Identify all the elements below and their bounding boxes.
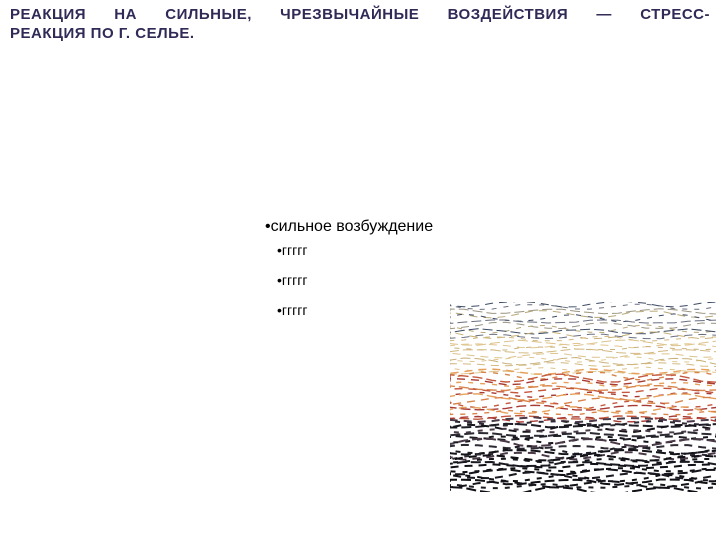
abstract-lines-art — [450, 302, 716, 492]
bullet-main: •сильное возбуждение — [265, 218, 433, 236]
slide-title: РЕАКЦИЯ НА СИЛЬНЫЕ, ЧРЕЗВЫЧАЙНЫЕ ВОЗДЕЙС… — [10, 6, 710, 44]
bullet-sub-1: •ггггг — [277, 242, 433, 258]
slide: РЕАКЦИЯ НА СИЛЬНЫЕ, ЧРЕЗВЫЧАЙНЫЕ ВОЗДЕЙС… — [0, 0, 720, 540]
bullet-main-text: сильное возбуждение — [271, 218, 433, 235]
bullet-sub-2: •ггггг — [277, 272, 433, 288]
title-line-2: РЕАКЦИЯ ПО Г. СЕЛЬЕ. — [10, 25, 710, 44]
art-svg — [450, 302, 716, 492]
bullet-sub-1-text: ггггг — [282, 242, 308, 258]
bullet-sub-3: •ггггг — [277, 302, 433, 318]
bullet-sub-3-text: ггггг — [282, 302, 308, 318]
bullet-list: •сильное возбуждение •ггггг •ггггг •гггг… — [265, 218, 433, 332]
bullet-sub-2-text: ггггг — [282, 272, 308, 288]
title-line-1: РЕАКЦИЯ НА СИЛЬНЫЕ, ЧРЕЗВЫЧАЙНЫЕ ВОЗДЕЙС… — [10, 6, 710, 25]
